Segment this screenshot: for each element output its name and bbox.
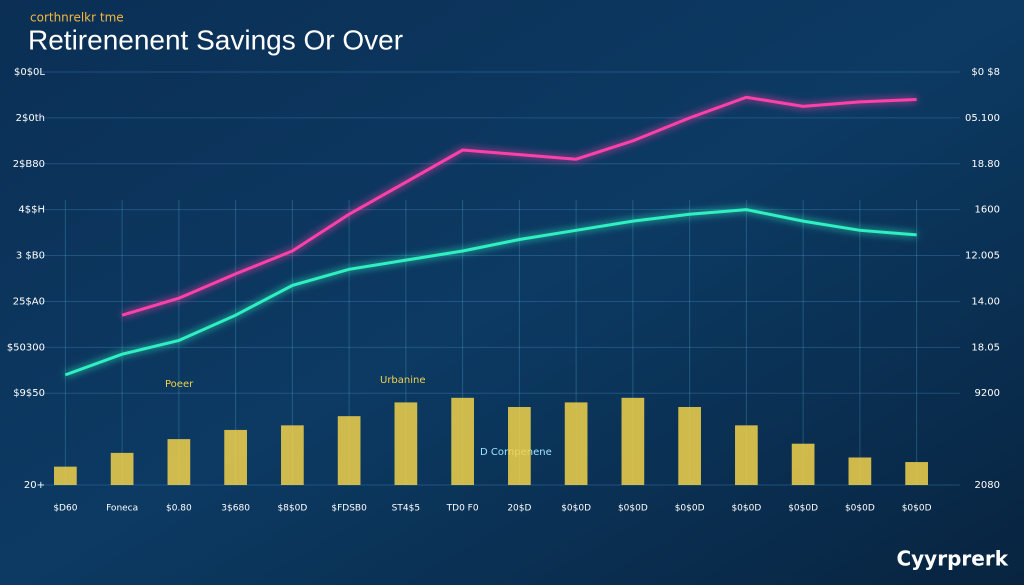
- x-tick-label: $D60: [53, 504, 77, 514]
- x-tick-label: 20$D: [507, 504, 531, 514]
- bar: [735, 425, 758, 485]
- x-tick-label: $0.80: [166, 504, 192, 514]
- x-tick-label: $0$0D: [902, 504, 932, 514]
- y-tick-label: $9$50: [13, 388, 45, 399]
- y2-tick-label: 12.005: [965, 251, 1000, 262]
- annotation: Poeer: [165, 379, 194, 390]
- y2-tick-label: 9200: [975, 388, 1000, 399]
- bar: [508, 406, 531, 485]
- x-tick-label: $0$0D: [561, 504, 591, 514]
- bar: [337, 416, 361, 485]
- x-tick-label: $0$0D: [845, 504, 875, 514]
- brand: Cyyrprerk: [896, 547, 1008, 571]
- bar: [905, 462, 928, 485]
- y2-tick-label: 05.100: [965, 113, 1000, 124]
- bar: [791, 443, 815, 485]
- bar: [224, 429, 247, 485]
- bar: [167, 439, 191, 485]
- x-tick-label: ST4$5: [392, 504, 420, 514]
- x-tick-label: $0$0D: [731, 504, 761, 514]
- bar: [451, 397, 474, 485]
- bar: [394, 402, 418, 485]
- y2-tick-label: $0 $8: [971, 67, 1000, 78]
- x-tick-label: $0$0D: [675, 504, 705, 514]
- bar: [678, 406, 701, 485]
- y-tick-label: $50300: [7, 342, 45, 353]
- y2-tick-label: 18.80: [971, 159, 1000, 170]
- line: [64, 208, 917, 377]
- y-tick-label: 25$A0: [13, 296, 45, 307]
- x-tick-label: $0$0D: [618, 504, 648, 514]
- x-tick-label: Foneca: [106, 504, 138, 514]
- y-tick-label: 20+: [24, 480, 45, 491]
- x-tick-label: $0$0D: [788, 504, 818, 514]
- x-tick-label: $FDSB0: [331, 504, 367, 514]
- y-tick-label: $0$0L: [14, 67, 45, 78]
- y2-tick-label: 18.05: [971, 342, 1000, 353]
- line: [121, 95, 917, 317]
- bar: [848, 457, 872, 485]
- x-tick-label: 3$680: [221, 504, 250, 514]
- annotation: Urbanine: [380, 375, 426, 386]
- y2-tick-label: 14.00: [971, 296, 1000, 307]
- y-tick-label: 2$0th: [16, 113, 45, 124]
- y-tick-label: 2$B80: [13, 159, 45, 170]
- chart-subtitle: corthnrelkr tme: [30, 11, 124, 25]
- bar: [564, 402, 588, 485]
- y2-tick-label: 2080: [975, 480, 1000, 491]
- x-tick-label: TD0 F0: [446, 504, 479, 514]
- bar: [110, 452, 134, 485]
- bar: [621, 397, 645, 485]
- bar: [281, 425, 304, 485]
- chart-title: Retirenenent Savings Or Over: [28, 24, 403, 55]
- y-tick-label: 4$$H: [18, 205, 45, 216]
- bar: [54, 466, 77, 485]
- x-tick-label: $8$0D: [277, 504, 307, 514]
- y2-tick-label: 1600: [975, 205, 1000, 216]
- y-tick-label: 3 $B0: [16, 251, 45, 262]
